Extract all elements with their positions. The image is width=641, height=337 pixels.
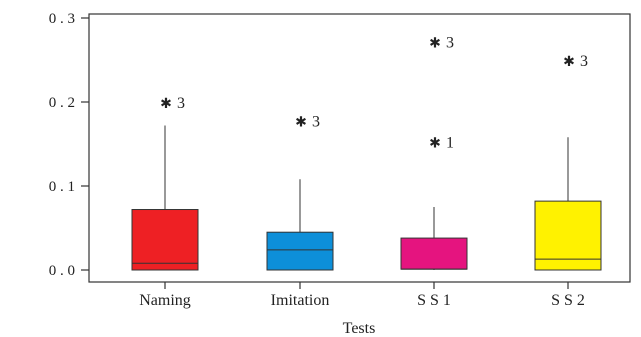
x-tick-label: S S 2 [551,292,585,309]
y-tick-label: 0 . 2 [49,95,75,111]
outlier-label: 3 [312,113,320,130]
box-iqr [534,200,602,271]
x-tick-label: Imitation [271,292,330,309]
box-1: ✱ 3 [131,95,199,271]
outlier-marker: ✱ [563,54,575,70]
y-tick-label: 0 . 0 [49,263,75,279]
box-2: ✱ 3 [266,113,334,271]
y-axis: 0 . 0 0 . 1 0 . 2 0 . 3 [49,11,89,279]
outlier-marker: ✱ [429,135,441,151]
boxes-layer: ✱ 3✱ 3✱ 3✱ 1✱ 3 [131,35,602,271]
plot-frame [88,13,631,283]
box-iqr [131,209,199,271]
y-tick-label: 0 . 3 [49,11,75,27]
box-iqr [400,237,468,270]
x-tick-label: Naming [139,292,191,309]
x-axis-title: Tests [343,320,376,337]
box-3: ✱ 3 ✱ 1 [400,35,468,270]
outlier-label: 3 [446,35,454,52]
outlier-marker: ✱ [295,114,307,130]
outlier-label: 3 [580,53,588,70]
outlier-marker: ✱ [429,36,441,52]
y-tick-label: 0 . 1 [49,179,75,195]
outlier-marker: ✱ [160,96,172,112]
outlier-label: 3 [177,95,185,112]
outlier-label: 1 [446,134,454,151]
x-axis: Naming Imitation S S 1 S S 2 [139,282,585,309]
box-iqr [266,231,334,271]
x-tick-label: S S 1 [417,292,451,309]
box-4: ✱ 3 [534,53,602,271]
